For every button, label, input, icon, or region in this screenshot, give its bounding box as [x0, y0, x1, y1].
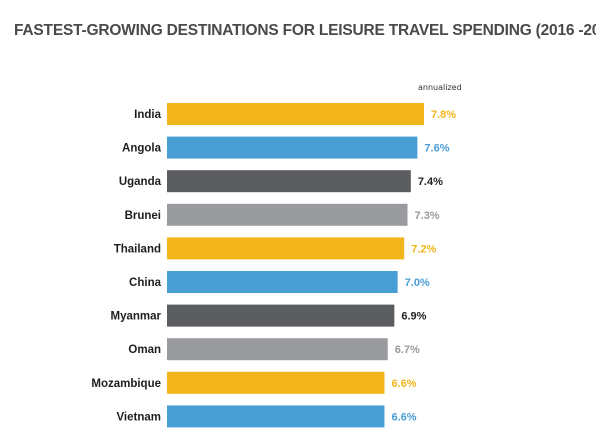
annualized-note: annualized: [418, 83, 462, 92]
value-label: 6.6%: [391, 411, 416, 423]
bar-angola: [167, 136, 418, 159]
bar-uganda: [167, 170, 411, 193]
value-label: 7.2%: [411, 243, 436, 255]
category-label: China: [129, 277, 162, 289]
category-label: India: [134, 109, 161, 121]
value-label: 7.0%: [405, 277, 430, 289]
bar-thailand: [167, 237, 405, 260]
bar-china: [167, 271, 398, 293]
category-label: Angola: [122, 143, 162, 155]
category-label: Mozambique: [91, 378, 161, 390]
value-label: 7.6%: [424, 143, 449, 155]
value-label: 7.4%: [418, 176, 443, 188]
category-label: Vietnam: [116, 411, 161, 423]
category-label: Myanmar: [111, 311, 162, 323]
value-label: 6.6%: [391, 378, 416, 390]
bar-myanmar: [167, 304, 395, 327]
value-label: 6.9%: [401, 311, 426, 323]
chart-title: FASTEST-GROWING DESTINATIONS FOR LEISURE…: [14, 22, 596, 39]
category-label: Oman: [128, 344, 161, 356]
value-label: 6.7%: [395, 344, 420, 356]
bar-brunei: [167, 203, 408, 226]
value-label: 7.8%: [431, 109, 456, 121]
bar-mozambique: [167, 371, 385, 394]
category-label: Brunei: [125, 210, 161, 222]
bar-oman: [167, 338, 388, 361]
category-label: Thailand: [114, 243, 161, 255]
bar-india: [167, 103, 424, 125]
value-label: 7.3%: [415, 210, 440, 222]
bar-vietnam: [167, 405, 385, 428]
category-label: Uganda: [119, 176, 162, 188]
